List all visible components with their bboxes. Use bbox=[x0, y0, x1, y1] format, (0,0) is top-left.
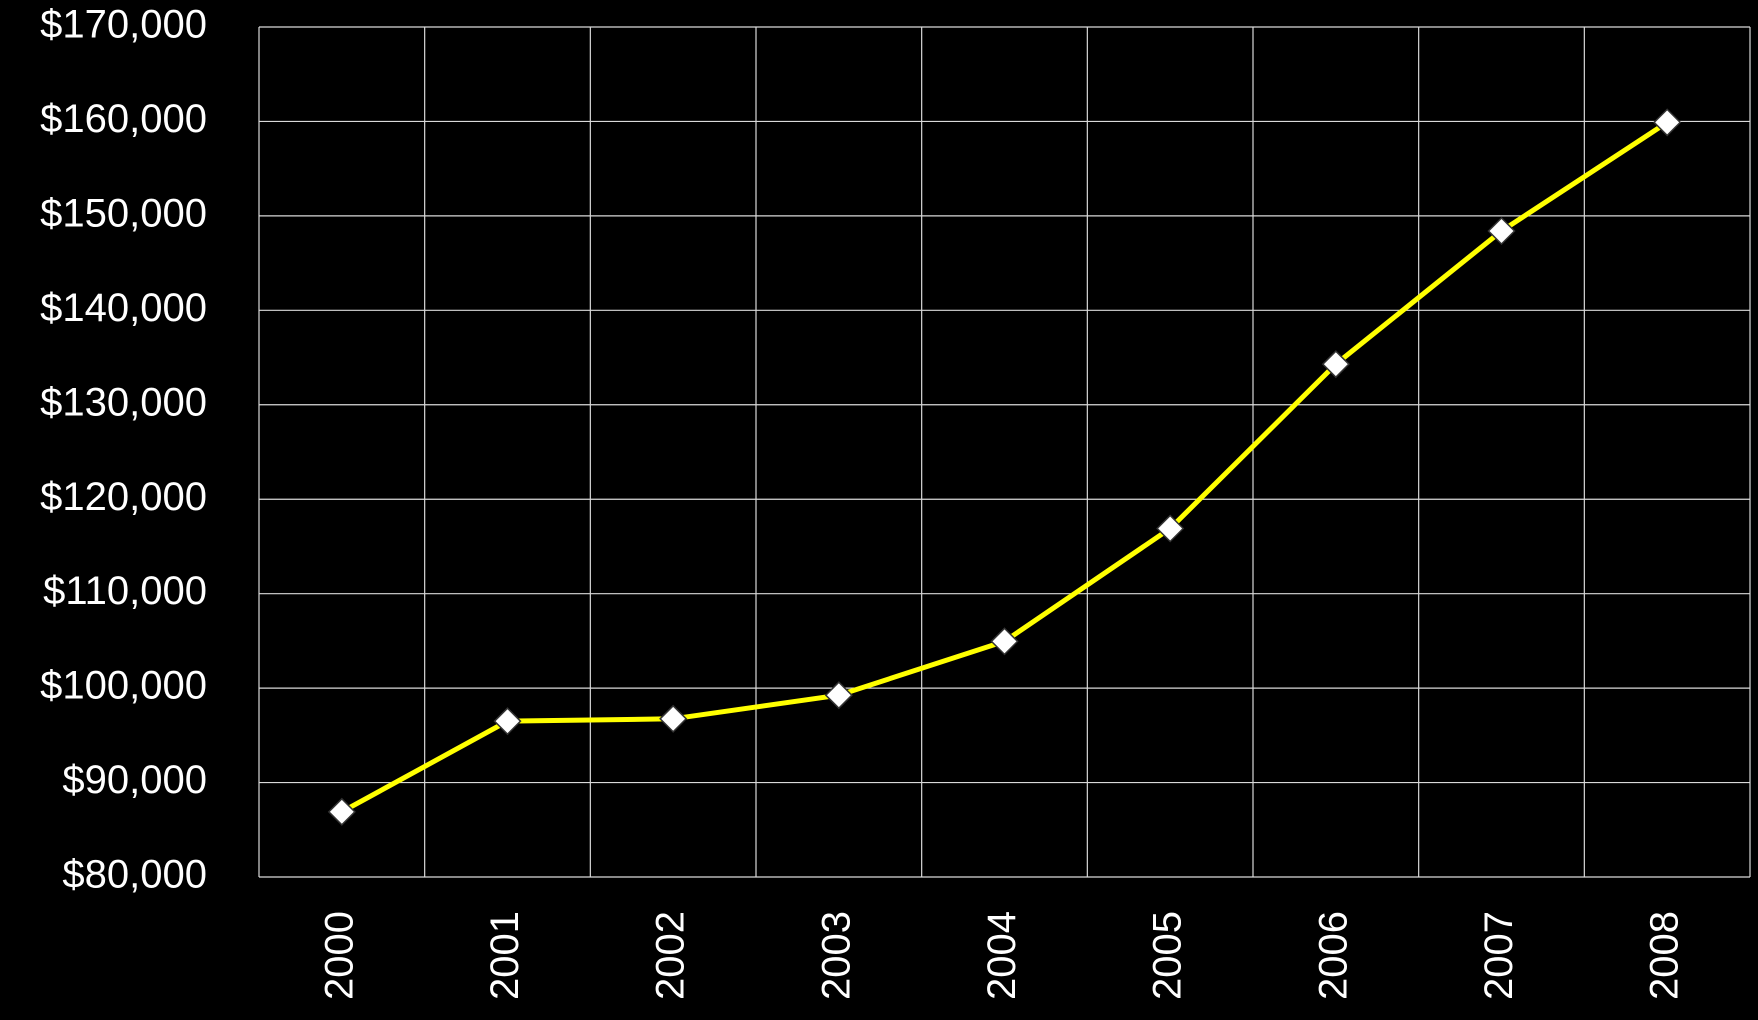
marker bbox=[1487, 216, 1516, 246]
x-tick-label: 2004 bbox=[980, 911, 1024, 1000]
x-tick-label: 2001 bbox=[483, 911, 527, 1000]
marker bbox=[327, 797, 356, 826]
y-tick-label: $90,000 bbox=[62, 758, 207, 802]
x-tick-label: 2008 bbox=[1643, 911, 1687, 1000]
marker bbox=[659, 704, 688, 733]
x-tick-label: 2007 bbox=[1477, 911, 1521, 1000]
y-tick-label: $110,000 bbox=[43, 569, 207, 613]
marker bbox=[990, 627, 1019, 656]
x-tick-label: 2006 bbox=[1311, 911, 1355, 1000]
x-tick-label: 2002 bbox=[649, 911, 693, 1000]
marker bbox=[824, 681, 853, 710]
y-tick-label: $140,000 bbox=[40, 286, 207, 330]
x-tick-label: 2000 bbox=[317, 911, 361, 1000]
marker bbox=[1653, 108, 1682, 137]
y-tick-label: $120,000 bbox=[40, 475, 207, 519]
y-tick-label: $150,000 bbox=[40, 191, 207, 235]
y-tick-label: $80,000 bbox=[62, 853, 207, 897]
marker bbox=[1156, 514, 1185, 543]
y-tick-label: $160,000 bbox=[40, 97, 207, 141]
x-tick-label: 2003 bbox=[814, 911, 858, 1000]
x-tick-label: 2005 bbox=[1146, 911, 1190, 1000]
marker bbox=[1321, 350, 1350, 379]
y-tick-label: $130,000 bbox=[40, 380, 207, 424]
y-tick-label: $170,000 bbox=[40, 3, 207, 47]
y-tick-label: $100,000 bbox=[40, 664, 207, 708]
marker bbox=[493, 707, 522, 736]
